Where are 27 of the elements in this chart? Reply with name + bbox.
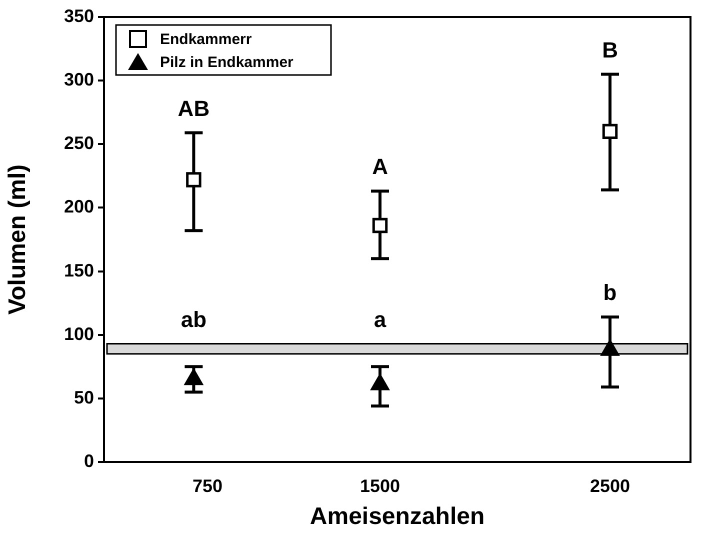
x-tick-label: 2500	[590, 476, 630, 496]
y-tick-label: 150	[64, 260, 94, 280]
legend-label: Endkammerr	[160, 31, 252, 48]
y-tick-label: 200	[64, 196, 94, 217]
annotation: ab	[180, 306, 207, 332]
y-tick-label: 300	[64, 70, 94, 90]
point	[186, 172, 202, 188]
y-tick-label: 50	[74, 387, 94, 408]
legend-label: Pilz in Endkammer	[160, 54, 294, 72]
y-axis-title: Volumen (ml)	[4, 164, 32, 315]
annotation: A	[372, 154, 388, 180]
x-tick-label: 1500	[360, 476, 400, 496]
x-tick-label: 750	[192, 476, 223, 496]
y-tick-label: 0	[84, 450, 94, 471]
point	[370, 374, 390, 390]
point	[184, 369, 203, 386]
x-axis-title: Ameisenzahlen	[310, 503, 485, 530]
y-tick-label: 250	[64, 133, 94, 154]
y-tick-label: 350	[64, 6, 94, 26]
annotation: AB	[178, 96, 210, 121]
point	[372, 218, 388, 234]
y-tick-label: 100	[64, 324, 94, 344]
annotation: B	[602, 37, 618, 62]
point	[602, 124, 618, 140]
annotation: a	[374, 306, 387, 332]
annotation: b	[603, 280, 617, 306]
point	[600, 340, 620, 356]
